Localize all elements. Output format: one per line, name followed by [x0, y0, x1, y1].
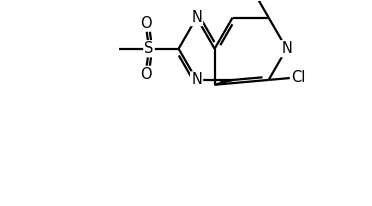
Text: Cl: Cl: [291, 70, 305, 85]
Text: O: O: [140, 67, 151, 82]
Text: N: N: [281, 41, 292, 56]
Text: O: O: [140, 16, 151, 31]
Text: N: N: [191, 73, 202, 87]
Text: S: S: [144, 41, 154, 56]
Text: N: N: [191, 10, 202, 25]
